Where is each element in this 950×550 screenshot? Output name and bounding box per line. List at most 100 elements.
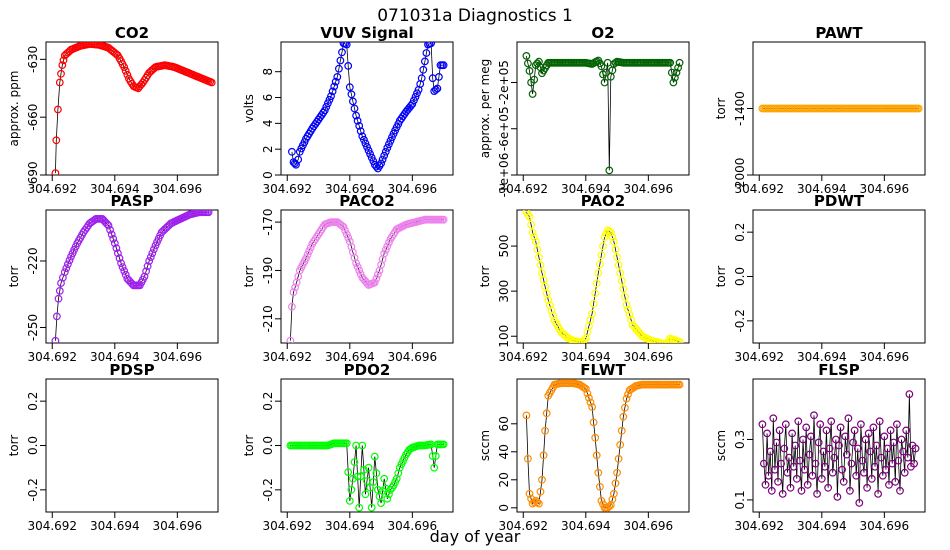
data-point [864, 429, 873, 438]
panel-title-paco2: PACO2 [339, 192, 394, 210]
data-point [364, 146, 373, 155]
data-point [877, 453, 886, 462]
data-point [616, 440, 625, 449]
data-point [107, 230, 116, 239]
data-point [355, 266, 364, 275]
data-point [769, 414, 778, 423]
data-point [383, 494, 392, 503]
y-tick-label: -0.2 [26, 478, 40, 501]
data-point [121, 270, 130, 279]
x-tick-label: 304.692 [262, 519, 312, 533]
data-point [542, 409, 551, 418]
panel-title-pdwt: PDWT [814, 192, 865, 210]
y-tick-label: 0.3 [733, 430, 747, 449]
y-tick-label: -210 [261, 305, 275, 332]
data-point [417, 74, 426, 83]
data-point [328, 87, 337, 96]
data-point [347, 90, 356, 99]
data-point [338, 48, 346, 57]
data-point [866, 447, 875, 456]
data-point [658, 339, 667, 343]
data-point [891, 477, 900, 486]
panel-title-o2: O2 [591, 24, 614, 42]
data-point [524, 59, 532, 68]
y-tick-label: -660 [26, 104, 40, 131]
data-point [597, 62, 606, 71]
data-point [305, 247, 314, 256]
data-point [893, 420, 901, 429]
data-point [814, 438, 823, 447]
x-tick-label: 304.696 [624, 182, 674, 196]
data-point [583, 389, 592, 398]
data-point [611, 479, 620, 488]
data-point [330, 82, 339, 91]
data-point [525, 212, 534, 221]
data-point [861, 435, 870, 444]
data-point [796, 456, 804, 465]
data-point [811, 459, 820, 468]
panel-title-pawt: PAWT [815, 24, 863, 42]
data-point [591, 289, 600, 298]
data-point [857, 420, 865, 429]
y-tick-label: -630 [26, 46, 40, 73]
y-axis-label-vuv-signal: volts [242, 94, 256, 123]
data-point [592, 279, 601, 288]
data-point [624, 305, 632, 314]
data-point [827, 417, 836, 426]
figure-title: 071031a Diagnostics 1 [377, 6, 573, 26]
data-point [289, 288, 298, 297]
plot-frame [752, 378, 926, 513]
data-point [617, 277, 626, 285]
data-point [910, 459, 918, 468]
data-point [439, 440, 448, 449]
data-point [392, 474, 401, 483]
y-tick-label: -190 [261, 257, 275, 284]
data-point [322, 102, 331, 111]
data-point [60, 268, 69, 277]
data-point [902, 426, 911, 435]
data-point [339, 222, 348, 231]
x-tick-label: 304.696 [153, 182, 203, 196]
data-point [352, 259, 361, 268]
data-point [374, 270, 382, 279]
data-point [342, 42, 351, 49]
data-layer-flwt [522, 379, 684, 512]
panel-flwt: FLWT 304.692 304.694 304.696 0 20 40 60 sccm [478, 361, 690, 533]
y-axis-label-o2: approx. per meg [478, 59, 492, 158]
data-point [616, 269, 625, 278]
data-point [832, 435, 840, 444]
data-point [360, 135, 368, 144]
x-tick-label: 304.696 [860, 182, 910, 196]
data-point [353, 116, 362, 125]
y-tick-label: 500 [497, 235, 511, 258]
series-line-co2 [55, 43, 212, 174]
x-tick-label: 304.696 [388, 350, 438, 364]
data-point [352, 111, 361, 120]
data-point [886, 426, 895, 435]
data-point [675, 338, 684, 343]
data-point [771, 465, 779, 474]
y-tick-label: 0.2 [26, 392, 40, 411]
data-point [522, 411, 531, 420]
data-point [345, 83, 354, 92]
data-point [383, 143, 392, 152]
data-point [51, 336, 60, 343]
data-point [778, 490, 787, 498]
data-point [805, 450, 814, 459]
data-point [883, 444, 892, 453]
data-point [672, 336, 681, 343]
data-point [369, 478, 378, 487]
data-point [344, 233, 353, 242]
data-point [852, 471, 861, 480]
plot-frame [516, 41, 690, 176]
data-point [536, 487, 545, 496]
data-point [786, 483, 795, 492]
data-point [350, 104, 359, 113]
data-point [380, 474, 389, 483]
data-point [428, 452, 437, 460]
data-point [349, 248, 357, 257]
data-point [896, 486, 904, 495]
data-point [525, 489, 534, 498]
data-point [370, 452, 379, 461]
data-point [619, 285, 628, 293]
